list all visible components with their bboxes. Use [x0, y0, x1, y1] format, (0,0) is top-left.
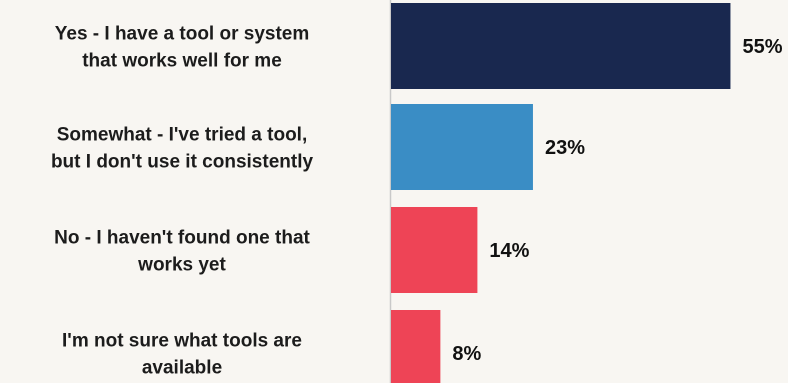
- category-label-4-line-1: I'm not sure what tools are: [62, 331, 302, 352]
- category-label-1-line-1: Yes - I have a tool or system: [55, 24, 310, 45]
- bar-3: [391, 207, 478, 293]
- category-label-2-line-2: but I don't use it consistently: [51, 152, 314, 173]
- bar-2: [391, 104, 533, 190]
- value-label-2: 23%: [545, 137, 585, 159]
- bar-4: [391, 310, 441, 383]
- value-label-4: 8%: [452, 343, 481, 365]
- bar-1: [391, 3, 731, 89]
- category-label-3-line-1: No - I haven't found one that: [54, 228, 310, 249]
- bars-group: [391, 3, 731, 383]
- value-labels-group: 55% 23% 14% 8%: [452, 36, 782, 365]
- category-label-1-line-2: that works well for me: [82, 51, 282, 72]
- category-label-3-line-2: works yet: [137, 255, 226, 276]
- category-labels-group: Yes - I have a tool or system that works …: [51, 24, 314, 379]
- category-label-4-line-2: available: [142, 358, 222, 379]
- category-label-2-line-1: Somewhat - I've tried a tool,: [57, 125, 308, 146]
- value-label-3: 14%: [489, 240, 529, 262]
- value-label-1: 55%: [742, 36, 782, 58]
